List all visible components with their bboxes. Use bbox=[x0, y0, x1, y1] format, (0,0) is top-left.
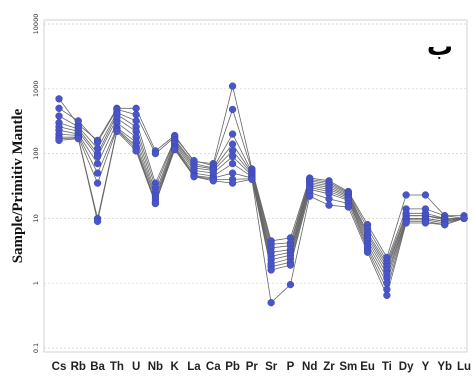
data-point bbox=[228, 179, 237, 187]
x-category-label: Cs bbox=[52, 361, 67, 373]
x-category-label: Th bbox=[110, 361, 124, 373]
x-category-label: Pr bbox=[246, 361, 259, 373]
x-category-label: Lu bbox=[457, 361, 471, 373]
x-category-label: U bbox=[132, 361, 140, 373]
data-point bbox=[228, 130, 237, 138]
corner-label: ب bbox=[427, 32, 453, 62]
x-category-label: Y bbox=[422, 361, 430, 373]
data-point bbox=[132, 147, 140, 155]
data-point bbox=[151, 149, 160, 158]
data-point bbox=[171, 146, 179, 154]
data-point bbox=[55, 95, 63, 103]
series-line bbox=[58, 86, 464, 259]
data-point bbox=[363, 248, 372, 256]
series-line bbox=[58, 107, 465, 262]
data-point bbox=[93, 159, 102, 168]
data-point bbox=[228, 140, 237, 148]
data-point bbox=[325, 201, 333, 209]
data-point bbox=[190, 173, 198, 181]
y-axis-label: Sample/Primitiv Mantle bbox=[10, 108, 26, 263]
data-point bbox=[228, 105, 237, 114]
data-point bbox=[93, 152, 102, 161]
data-point bbox=[344, 203, 352, 211]
data-point bbox=[228, 82, 237, 90]
data-point bbox=[325, 195, 333, 203]
y-tick-labels: 0.1 1 10 100 1000 10000 bbox=[32, 14, 40, 354]
x-category-label: Yb bbox=[437, 361, 452, 373]
series-group bbox=[55, 82, 468, 307]
y-tick-label: 100 bbox=[32, 147, 40, 159]
data-point bbox=[93, 217, 102, 226]
x-category-label: Ba bbox=[90, 361, 105, 373]
series-line bbox=[58, 112, 464, 265]
data-point bbox=[248, 175, 256, 184]
data-point bbox=[267, 299, 275, 307]
gridlines bbox=[44, 23, 467, 349]
x-category-label: Nd bbox=[302, 361, 317, 373]
data-point bbox=[306, 192, 314, 200]
series-line bbox=[58, 130, 465, 304]
series-line bbox=[58, 129, 465, 291]
data-point bbox=[460, 214, 468, 223]
series-line bbox=[58, 122, 465, 275]
data-point bbox=[132, 110, 140, 119]
data-point bbox=[402, 191, 410, 199]
x-category-label: P bbox=[287, 361, 295, 373]
data-point bbox=[132, 104, 140, 112]
data-point bbox=[228, 169, 237, 177]
data-point bbox=[441, 221, 449, 229]
x-category-label: Pb bbox=[225, 361, 240, 373]
x-category-label: K bbox=[171, 361, 180, 373]
y-tick-label: 10000 bbox=[32, 14, 40, 35]
x-category-label: Rb bbox=[71, 361, 86, 373]
data-point bbox=[209, 177, 217, 185]
x-category-labels: Cs Rb Ba Th U Nb K La Ca Pb Pr Sr P Nd Zr Sm Eu Ti Dy Y Yb Lu bbox=[52, 361, 471, 373]
x-category-label: Zr bbox=[323, 361, 335, 373]
series-line bbox=[58, 114, 464, 268]
data-point bbox=[93, 169, 102, 177]
data-point bbox=[383, 291, 391, 299]
y-tick-label: 1 bbox=[32, 281, 40, 285]
y-tick-label: 10 bbox=[32, 214, 40, 222]
data-point bbox=[93, 138, 102, 146]
data-point bbox=[402, 219, 410, 227]
x-category-label: Ti bbox=[382, 361, 392, 373]
x-category-label: Sr bbox=[265, 361, 278, 373]
series-line bbox=[58, 127, 465, 280]
x-category-label: Ca bbox=[206, 361, 221, 373]
data-point bbox=[55, 136, 63, 145]
data-point bbox=[74, 135, 82, 143]
x-category-label: La bbox=[187, 361, 201, 373]
data-point bbox=[421, 219, 430, 227]
series-line bbox=[58, 117, 465, 271]
data-point bbox=[228, 159, 237, 168]
x-category-label: Sm bbox=[339, 361, 357, 373]
data-point bbox=[267, 266, 275, 274]
x-category-label: Dy bbox=[399, 361, 414, 373]
x-category-label: Nb bbox=[148, 361, 163, 373]
data-point bbox=[421, 191, 430, 199]
y-tick-label: 0.1 bbox=[32, 343, 40, 353]
series-line bbox=[59, 128, 465, 285]
data-point bbox=[93, 179, 102, 187]
y-tick-label: 1000 bbox=[32, 81, 40, 98]
data-point bbox=[55, 104, 63, 112]
data-point bbox=[55, 112, 63, 120]
data-point bbox=[286, 261, 295, 269]
data-point bbox=[113, 127, 121, 136]
data-point bbox=[228, 152, 237, 161]
data-point bbox=[286, 280, 295, 289]
x-category-label: Eu bbox=[360, 361, 375, 373]
data-point bbox=[151, 199, 160, 208]
data-point bbox=[383, 279, 391, 287]
